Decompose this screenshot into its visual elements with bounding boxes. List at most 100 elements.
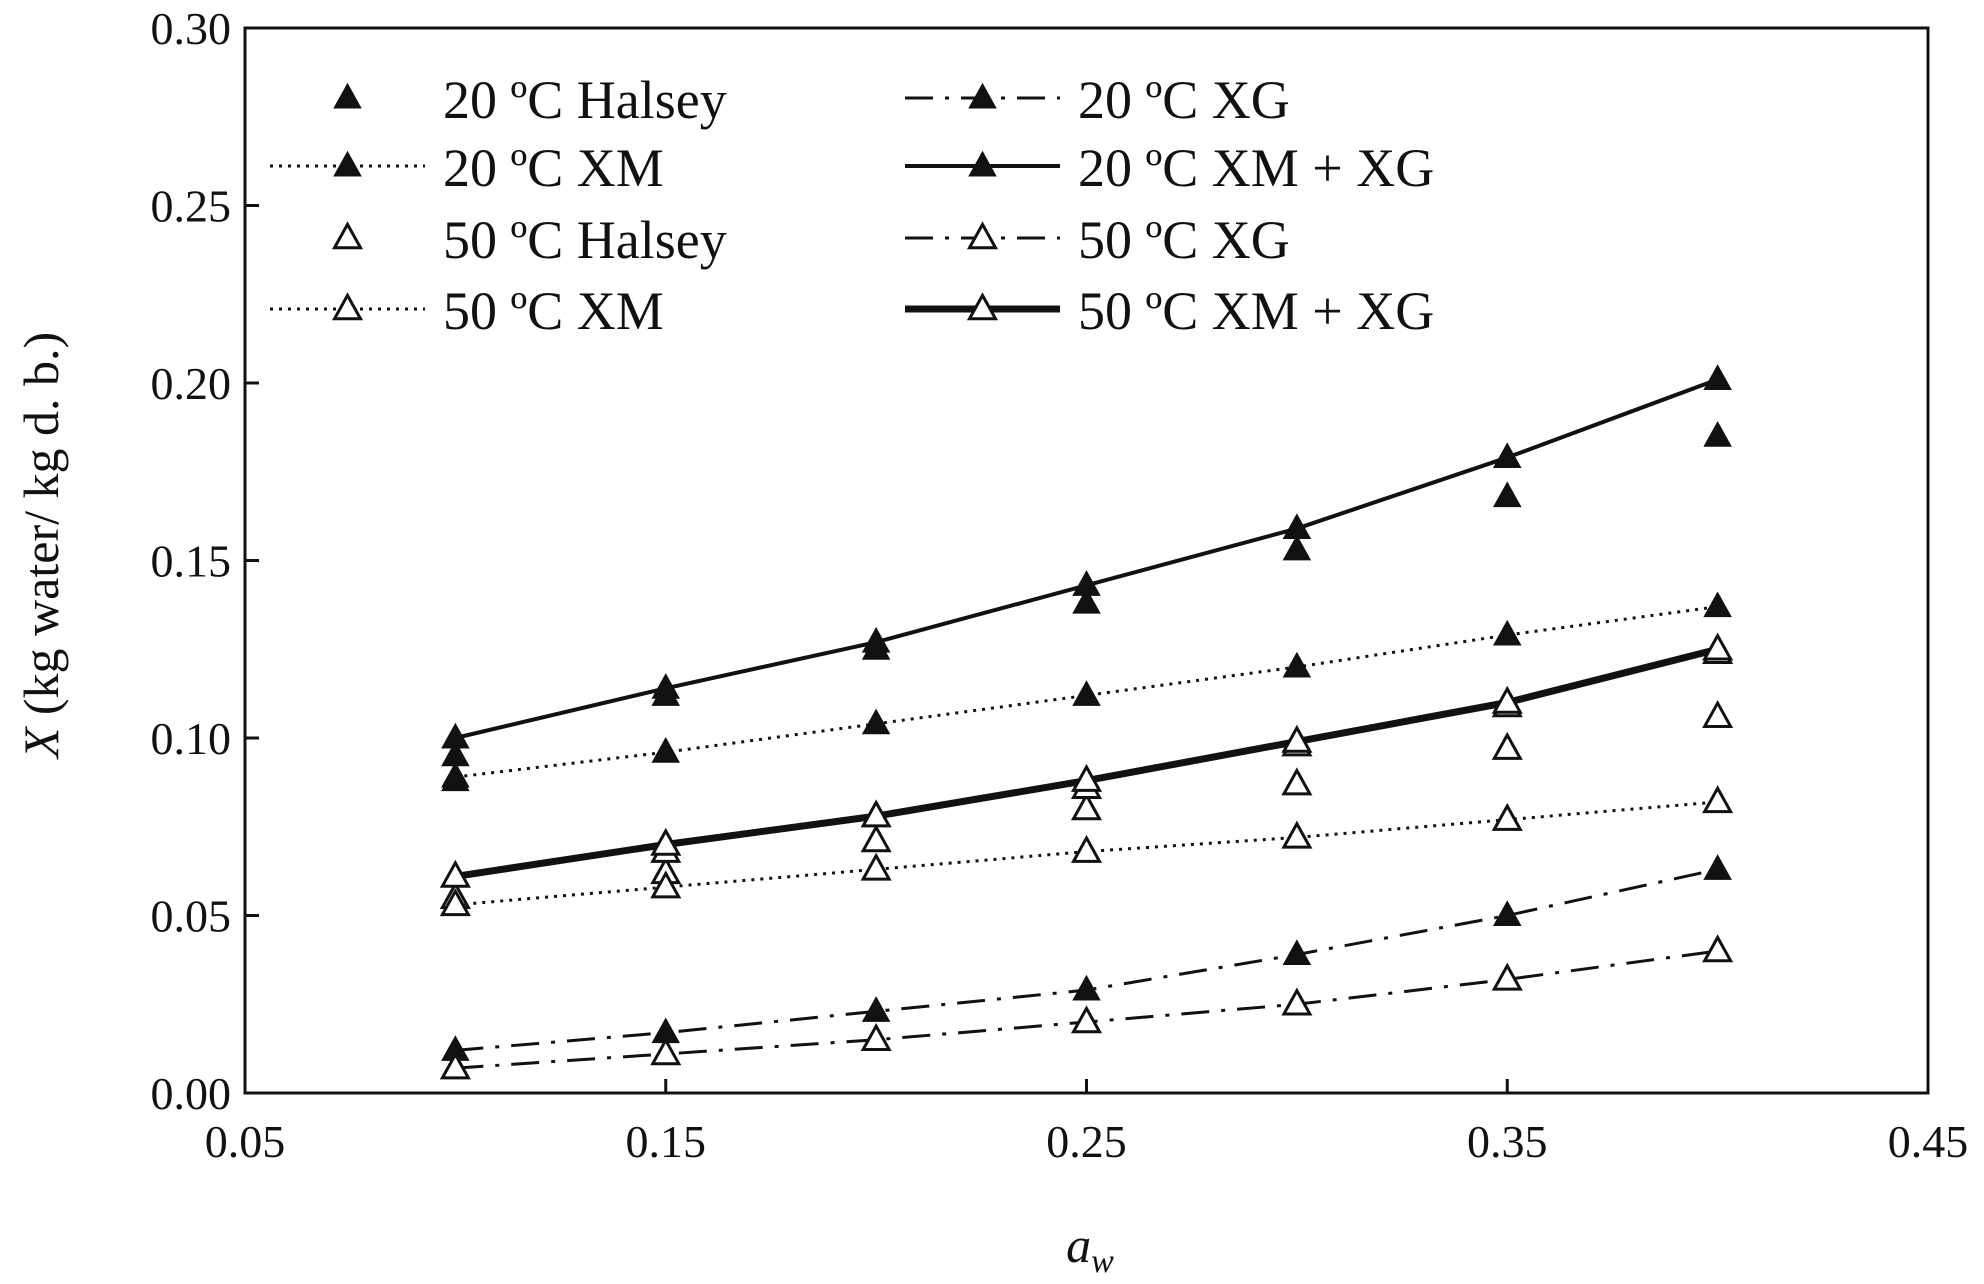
data-point [1703,591,1732,618]
data-point [441,722,470,749]
series-layer [439,364,1734,1080]
series-3 [441,364,1732,749]
series-0 [441,421,1732,792]
data-point [1281,987,1313,1016]
legend-item: 20 ºC XG [905,70,1290,130]
data-point [1702,699,1734,728]
y-axis-title-variable: X [13,725,69,760]
data-point [860,799,892,828]
data-point [861,708,891,735]
y-axis-title: X (kg water/ kg d. b.) [13,332,69,760]
data-point [1702,632,1734,661]
legend-marker [968,82,997,109]
data-point [1491,962,1523,991]
x-tick-label: 0.05 [205,1116,286,1167]
data-point [861,996,891,1022]
data-point [860,824,892,853]
legend-marker [968,150,997,177]
data-point [1492,900,1522,926]
x-axis-title-variable: a [1066,1217,1091,1273]
series-6 [439,785,1734,917]
legend-item: 50 ºC Halsey [331,210,727,270]
legend-label: 50 ºC XG [1078,210,1290,270]
data-point [861,626,891,653]
axis-titles: X (kg water/ kg d. b.) aw [13,332,1114,1280]
y-tick-label: 0.00 [151,1068,232,1119]
data-point [651,673,681,699]
legend-label: 20 ºC XM + XG [1078,138,1434,198]
data-point [1282,939,1312,966]
data-point [1703,364,1732,390]
data-point [1702,785,1734,814]
data-point [1491,685,1523,714]
data-point [650,870,682,899]
legend-marker [966,221,999,250]
legend-marker [331,221,364,250]
data-point [441,761,470,788]
y-tick-label: 0.15 [151,536,232,587]
data-point [1070,792,1103,821]
legend-item: 50 ºC XM [270,281,664,341]
data-point [1703,421,1732,447]
x-tick-label: 0.35 [1467,1116,1548,1167]
data-point [1702,934,1734,963]
data-point [1491,802,1523,831]
data-point [650,1037,682,1066]
legend-marker [333,82,362,109]
x-tick-label: 0.45 [1888,1116,1969,1167]
legend-label: 50 ºC XM + XG [1078,281,1434,341]
data-point [651,737,681,763]
x-axis-title-subscript: w [1091,1243,1114,1280]
data-point [1072,680,1101,706]
series-7 [439,632,1734,888]
y-tick-label: 0.20 [151,358,232,409]
legend: 20 ºC Halsey 20 ºC XG 20 ºC XM 20 ºC XM + X… [270,70,1434,341]
x-tick-label: 0.15 [626,1116,707,1167]
legend-label: 50 ºC Halsey [443,210,727,270]
data-point [439,888,471,917]
data-point [439,859,471,888]
legend-marker [331,292,364,321]
legend-item: 20 ºC XM + XG [905,138,1434,198]
data-point [650,827,682,856]
legend-item: 20 ºC Halsey [333,70,727,130]
series-1 [441,854,1732,1061]
x-axis-title: aw [1066,1217,1114,1280]
legend-item: 50 ºC XM + XG [905,281,1434,341]
x-tick-label: 0.25 [1046,1116,1127,1167]
legend-label: 20 ºC Halsey [443,70,727,130]
data-point [1072,974,1101,1001]
y-tick-label: 0.30 [151,3,232,54]
data-point [1492,619,1522,646]
data-point [1070,834,1103,863]
data-point [1282,651,1312,678]
data-point [1072,570,1101,596]
legend-label: 20 ºC XG [1078,70,1290,130]
data-point [1492,442,1522,469]
data-point [1070,763,1103,792]
y-tick-label: 0.25 [151,181,232,232]
data-point [1281,767,1313,796]
data-point [1492,481,1522,508]
legend-label: 20 ºC XM [443,138,664,198]
legend-marker [333,150,362,177]
legend-item: 20 ºC XM [270,138,664,198]
data-point [1282,534,1312,561]
y-axis-title-units: (kg water/ kg d. b.) [13,332,69,728]
series-5 [439,934,1734,1080]
legend-label: 50 ºC XM [443,281,664,341]
series-2 [441,591,1732,788]
data-point [860,852,892,881]
data-point [860,1023,892,1051]
data-point [1281,820,1313,849]
axes-layer: 0.000.050.100.150.200.250.300.05 0.15 0.25… [151,3,1969,1167]
data-point [1703,854,1732,880]
data-point [1070,1005,1103,1034]
y-tick-label: 0.10 [151,713,232,764]
legend-item: 50 ºC XG [905,210,1290,270]
data-point [1072,587,1101,614]
data-point [1491,731,1523,760]
legend-marker [966,292,999,321]
